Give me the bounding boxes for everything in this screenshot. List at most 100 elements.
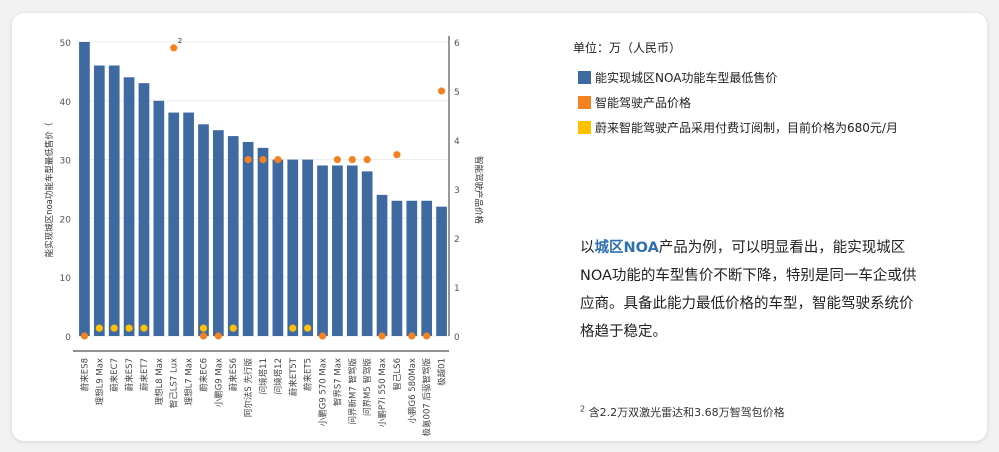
- legend-item-min-price: 能实现城区NOA功能车型最低售价: [578, 70, 777, 86]
- x-tick-label: 蔚来EC7: [109, 358, 120, 392]
- bar: [257, 147, 269, 336]
- data-point: [199, 324, 208, 332]
- bar: [153, 100, 165, 336]
- x-tick-label: 蔚来ES6: [228, 358, 239, 391]
- data-point: [110, 324, 118, 332]
- legend-swatch-min-price: [578, 71, 591, 84]
- bar: [168, 112, 180, 336]
- bar: [361, 171, 373, 336]
- footnote: 2 含2.2万双激光雷达和3.68万智驾包价格: [580, 404, 785, 420]
- data-point: [393, 151, 401, 159]
- y2-tick-label: 3: [454, 186, 460, 196]
- x-tick-label: 问境塔11: [258, 358, 269, 394]
- data-point: [408, 332, 416, 340]
- data-point: [199, 332, 208, 340]
- x-tick-label: 小鹏G9 570 Max: [318, 358, 329, 426]
- legend-label-nio-subscription: 蔚来智能驾驶产品采用付费订阅制，目前价格为680元/月: [595, 121, 898, 135]
- x-tick-label: 阿尔法S 先行版: [243, 358, 254, 418]
- legend-swatch-adas-price: [578, 96, 591, 109]
- bar: [287, 159, 299, 336]
- y2-tick-label: 2: [454, 235, 460, 245]
- x-tick-label: 小鹏G6 580Max: [407, 358, 418, 424]
- body-paragraph: 以城区NOA产品为例，可以明显看出，能实现城区NOA功能的车型售价不断下降，特别…: [580, 234, 925, 346]
- x-tick-label: 极越01: [437, 358, 448, 386]
- y2-tick-label: 0: [454, 333, 460, 343]
- x-tick-label: 理想L8 Max: [154, 358, 165, 405]
- x-tick-label: 智己LS6: [392, 358, 403, 391]
- data-point: [214, 332, 222, 340]
- x-tick-label: 蔚来ES7: [124, 358, 135, 391]
- data-point: [333, 156, 341, 164]
- x-tick-label: 蔚来ET5: [303, 358, 314, 391]
- legend-swatch-nio-subscription: [578, 121, 591, 134]
- y2-tick-label: 5: [454, 88, 460, 98]
- x-tick-label: 蔚来ES8: [79, 358, 90, 391]
- data-point: [437, 87, 446, 95]
- y2-tick-label: 6: [454, 39, 460, 49]
- data-point: [140, 324, 148, 332]
- y-tick-label: 30: [60, 157, 72, 167]
- bar: [183, 112, 194, 336]
- x-tick-label: 问界M5 智驾版: [362, 358, 373, 416]
- data-point: [244, 156, 252, 164]
- y-axis-title: 能实现城区noa功能车型最低售价（: [44, 122, 55, 257]
- bar: [213, 130, 224, 336]
- bar: [317, 165, 328, 336]
- x-tick-label: 问境塔12: [273, 358, 284, 394]
- bar: [391, 200, 403, 336]
- legend-item-adas-price: 智能驾驶产品价格: [578, 95, 691, 111]
- data-point: [423, 332, 431, 340]
- x-tick-label: 蔚来EC6: [198, 358, 209, 392]
- bar: [123, 77, 135, 336]
- bar: [242, 141, 254, 336]
- x-tick-label: 极氪007 后驱智驾版: [422, 358, 433, 437]
- x-tick-label: 蔚来ET7: [139, 358, 150, 391]
- body-text-post: 产品为例，可以明显看出，能实现城区NOA功能的车型售价不断下降，特别是同一车企或…: [580, 240, 917, 340]
- y-tick-label: 40: [60, 98, 72, 108]
- x-tick-label: 小鹏P7i 550 Max: [377, 358, 388, 427]
- legend-item-nio-subscription: 蔚来智能驾驶产品采用付费订阅制，目前价格为680元/月: [578, 120, 898, 136]
- footnote-marker: 2: [580, 404, 586, 414]
- y2-axis-title: 智能驾驶产品价格: [473, 156, 484, 225]
- bar: [93, 65, 105, 337]
- data-point: [274, 156, 282, 164]
- bar: [302, 159, 313, 336]
- data-point: [170, 44, 178, 52]
- data-point: [378, 332, 386, 340]
- bar: [406, 200, 418, 336]
- footnote-text: 含2.2万双激光雷达和3.68万智驾包价格: [585, 406, 785, 419]
- data-point: [289, 324, 297, 332]
- y-tick-label: 20: [60, 215, 72, 225]
- bar: [227, 136, 239, 336]
- bar: [436, 206, 447, 336]
- data-point: [304, 324, 312, 332]
- x-tick-label: 智界S7 Max: [332, 358, 343, 406]
- bar: [138, 83, 150, 336]
- data-point: [80, 332, 89, 340]
- data-point: [95, 324, 103, 332]
- bar: [79, 42, 90, 336]
- x-tick-label: 问界新M7 智驾版: [347, 358, 358, 425]
- annotation-label: 2: [178, 37, 182, 45]
- bar: [346, 165, 358, 336]
- data-point: [363, 156, 371, 164]
- bar: [198, 124, 209, 336]
- bar: [272, 159, 284, 336]
- y-tick-label: 10: [60, 274, 72, 284]
- legend-label-min-price: 能实现城区NOA功能车型最低售价: [595, 71, 778, 85]
- bar: [421, 200, 433, 336]
- bar: [376, 194, 388, 336]
- y2-tick-label: 1: [454, 284, 460, 294]
- bar: [332, 165, 343, 336]
- y2-tick-label: 4: [454, 137, 460, 147]
- data-point: [125, 324, 133, 332]
- x-tick-label: 智己LS7 Lux: [169, 358, 180, 408]
- x-tick-label: 蔚来ET5T: [288, 357, 299, 396]
- legend-label-adas-price: 智能驾驶产品价格: [595, 96, 692, 110]
- x-tick-label: 理想L7 Max: [184, 358, 195, 405]
- legend-unit: 单位：万（人民币）: [573, 41, 682, 55]
- bar: [108, 65, 120, 337]
- data-point: [318, 332, 327, 340]
- body-text-pre: 以: [580, 240, 595, 256]
